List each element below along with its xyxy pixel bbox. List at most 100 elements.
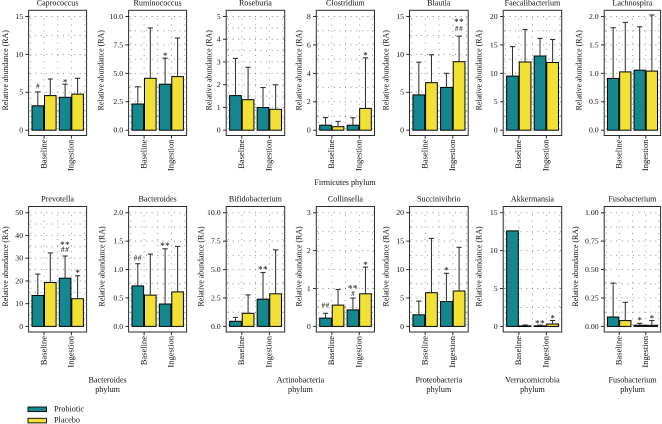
svg-text:4: 4 <box>217 35 221 44</box>
svg-text:##: ## <box>61 245 69 254</box>
svg-text:Ingestion: Ingestion <box>264 139 274 171</box>
svg-text:5: 5 <box>494 284 498 293</box>
svg-text:*: * <box>75 268 80 278</box>
svg-text:2.0: 2.0 <box>589 12 599 21</box>
svg-text:*: * <box>63 77 68 87</box>
svg-text:1: 1 <box>217 103 221 112</box>
svg-text:15: 15 <box>15 12 23 21</box>
svg-text:0.5: 0.5 <box>589 97 599 106</box>
svg-text:3: 3 <box>307 208 311 217</box>
svg-text:Firmicutes phylum: Firmicutes phylum <box>314 178 376 187</box>
svg-text:**: ** <box>535 318 545 328</box>
svg-text:1.0: 1.0 <box>589 69 599 78</box>
svg-text:5: 5 <box>400 293 404 302</box>
svg-text:Baseline: Baseline <box>38 139 48 168</box>
svg-text:40: 40 <box>15 231 23 240</box>
svg-text:Ingestion: Ingestion <box>66 139 76 171</box>
svg-text:10: 10 <box>490 69 498 78</box>
svg-text:0.5: 0.5 <box>113 293 123 302</box>
svg-text:Baseline: Baseline <box>326 336 336 365</box>
svg-text:7.5: 7.5 <box>211 237 221 246</box>
svg-text:##: ## <box>321 300 329 309</box>
svg-text:0.0: 0.0 <box>113 126 123 135</box>
svg-text:0.0: 0.0 <box>113 322 123 331</box>
svg-text:3: 3 <box>217 57 221 66</box>
svg-text:10: 10 <box>396 265 404 274</box>
svg-text:0: 0 <box>494 126 498 135</box>
svg-text:Ingestion: Ingestion <box>166 139 176 171</box>
svg-text:**: ** <box>160 241 170 251</box>
svg-text:*: * <box>163 51 168 61</box>
svg-text:Succinivibrio: Succinivibrio <box>417 195 461 204</box>
svg-text:5: 5 <box>217 12 221 21</box>
svg-text:Baseline: Baseline <box>236 139 246 168</box>
svg-text:phylum: phylum <box>620 385 645 394</box>
svg-text:phylum: phylum <box>95 385 120 394</box>
svg-text:Roseburia: Roseburia <box>239 0 272 8</box>
svg-text:Relative abundance (RA): Relative abundance (RA) <box>98 226 107 307</box>
svg-text:Prevotella: Prevotella <box>41 195 74 204</box>
svg-text:Ingestion: Ingestion <box>640 335 650 367</box>
svg-text:Ingestion: Ingestion <box>166 335 176 367</box>
svg-text:Relative abundance (RA): Relative abundance (RA) <box>571 226 580 307</box>
svg-text:*: * <box>363 260 368 270</box>
svg-text:Relative abundance (RA): Relative abundance (RA) <box>294 30 303 111</box>
svg-text:5: 5 <box>19 88 23 97</box>
svg-text:15: 15 <box>396 237 404 246</box>
svg-text:10: 10 <box>15 299 23 308</box>
svg-text:0: 0 <box>307 322 311 331</box>
svg-text:0: 0 <box>19 322 23 331</box>
svg-text:5.0: 5.0 <box>113 69 123 78</box>
svg-text:0: 0 <box>19 126 23 135</box>
svg-text:Relative abundance (RA): Relative abundance (RA) <box>197 226 206 307</box>
svg-text:0: 0 <box>494 322 498 331</box>
svg-text:Relative abundance (RA): Relative abundance (RA) <box>381 226 390 307</box>
svg-text:Lachnospira: Lachnospira <box>612 0 652 8</box>
svg-text:0: 0 <box>400 322 404 331</box>
svg-text:Baseline: Baseline <box>138 139 148 168</box>
svg-text:Relative abundance (RA): Relative abundance (RA) <box>1 226 10 307</box>
svg-text:8: 8 <box>307 12 311 21</box>
svg-text:0.50: 0.50 <box>585 265 599 274</box>
svg-text:Placebo: Placebo <box>54 416 80 424</box>
svg-text:0.00: 0.00 <box>585 322 599 331</box>
svg-text:2.0: 2.0 <box>113 208 123 217</box>
svg-text:Fusobacterium: Fusobacterium <box>609 376 658 385</box>
svg-text:Relative abundance (RA): Relative abundance (RA) <box>475 30 484 111</box>
svg-text:Fusobacterium: Fusobacterium <box>608 195 657 204</box>
svg-text:#: # <box>351 289 355 298</box>
svg-text:*: * <box>650 313 655 323</box>
svg-text:10: 10 <box>396 50 404 59</box>
svg-text:10.0: 10.0 <box>109 12 123 21</box>
svg-text:Baseline: Baseline <box>614 336 624 365</box>
svg-text:Clostridium: Clostridium <box>326 0 365 8</box>
svg-text:Bifidobacterium: Bifidobacterium <box>229 195 283 204</box>
svg-text:0: 0 <box>217 126 221 135</box>
svg-text:15: 15 <box>490 208 498 217</box>
svg-text:**: ** <box>348 283 358 293</box>
svg-text:1.5: 1.5 <box>113 237 123 246</box>
svg-text:Actinobacteria: Actinobacteria <box>277 376 325 385</box>
svg-text:0: 0 <box>307 126 311 135</box>
svg-text:10: 10 <box>490 246 498 255</box>
svg-text:Relative abundance (RA): Relative abundance (RA) <box>96 30 105 111</box>
svg-text:1.00: 1.00 <box>585 208 599 217</box>
svg-text:10.0: 10.0 <box>207 208 221 217</box>
svg-text:4: 4 <box>307 69 311 78</box>
svg-text:Ingestion: Ingestion <box>640 139 650 171</box>
svg-text:**: ** <box>258 264 268 274</box>
svg-text:Ingestion: Ingestion <box>541 139 551 171</box>
svg-text:1: 1 <box>307 284 311 293</box>
svg-text:Baseline: Baseline <box>419 336 429 365</box>
svg-text:Relative abundance (RA): Relative abundance (RA) <box>204 30 213 111</box>
svg-text:Baseline: Baseline <box>513 336 523 365</box>
svg-text:Verrucomicrobia: Verrucomicrobia <box>505 376 560 385</box>
svg-text:7.5: 7.5 <box>113 40 123 49</box>
svg-text:**: ** <box>60 240 70 250</box>
svg-text:Probiotic: Probiotic <box>54 405 84 414</box>
svg-text:*: * <box>444 266 449 276</box>
svg-text:Relative abundance (RA): Relative abundance (RA) <box>1 30 10 111</box>
svg-text:Bacteroides: Bacteroides <box>88 376 126 385</box>
svg-text:15: 15 <box>396 12 404 21</box>
svg-text:Ingestion: Ingestion <box>66 335 76 367</box>
